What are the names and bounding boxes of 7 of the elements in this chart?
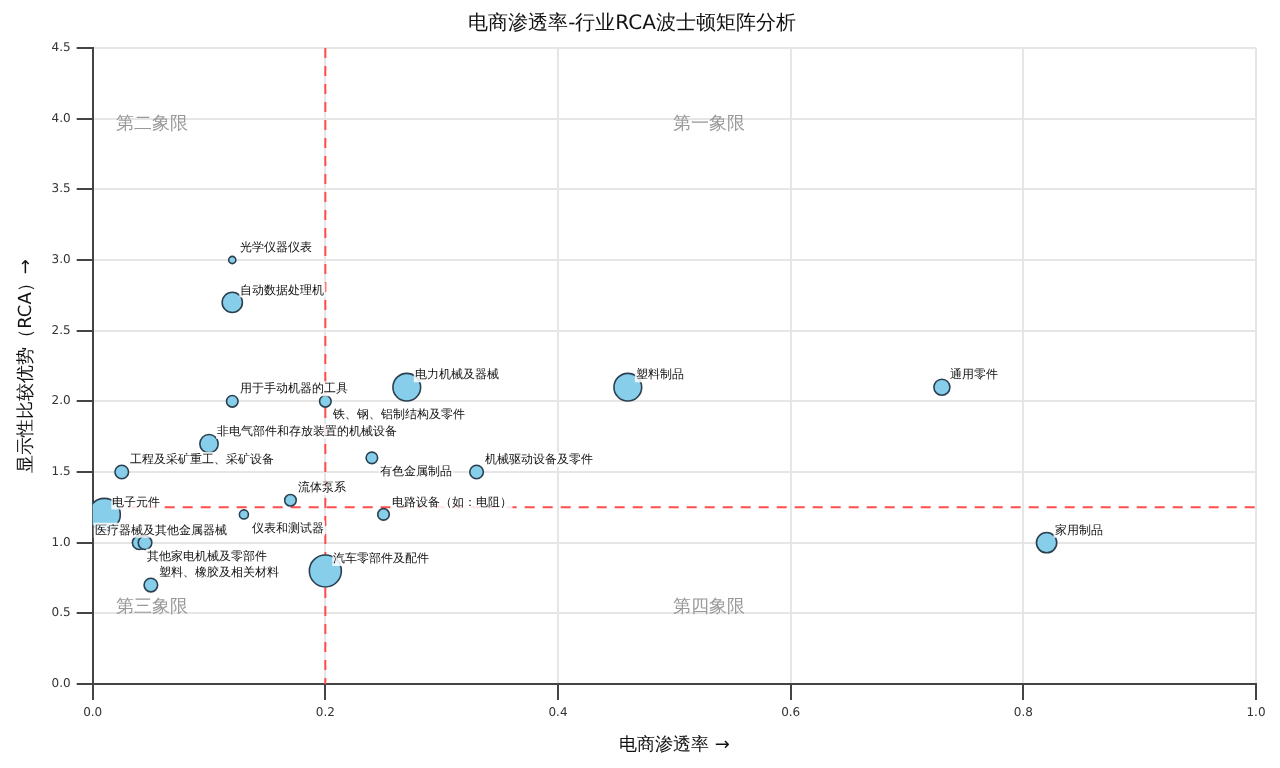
chart-title: 电商渗透率-行业RCA波士顿矩阵分析 <box>468 11 796 36</box>
annotation: 第三象限 <box>115 596 188 619</box>
y-axis-title: 显示性比较优势（RCA）→ <box>15 258 38 473</box>
annotation: 第二象限 <box>115 113 188 136</box>
annotation: 第四象限 <box>673 596 746 619</box>
x-axis-title: 电商渗透率 → <box>618 733 731 756</box>
annotation: 第一象限 <box>673 113 746 136</box>
